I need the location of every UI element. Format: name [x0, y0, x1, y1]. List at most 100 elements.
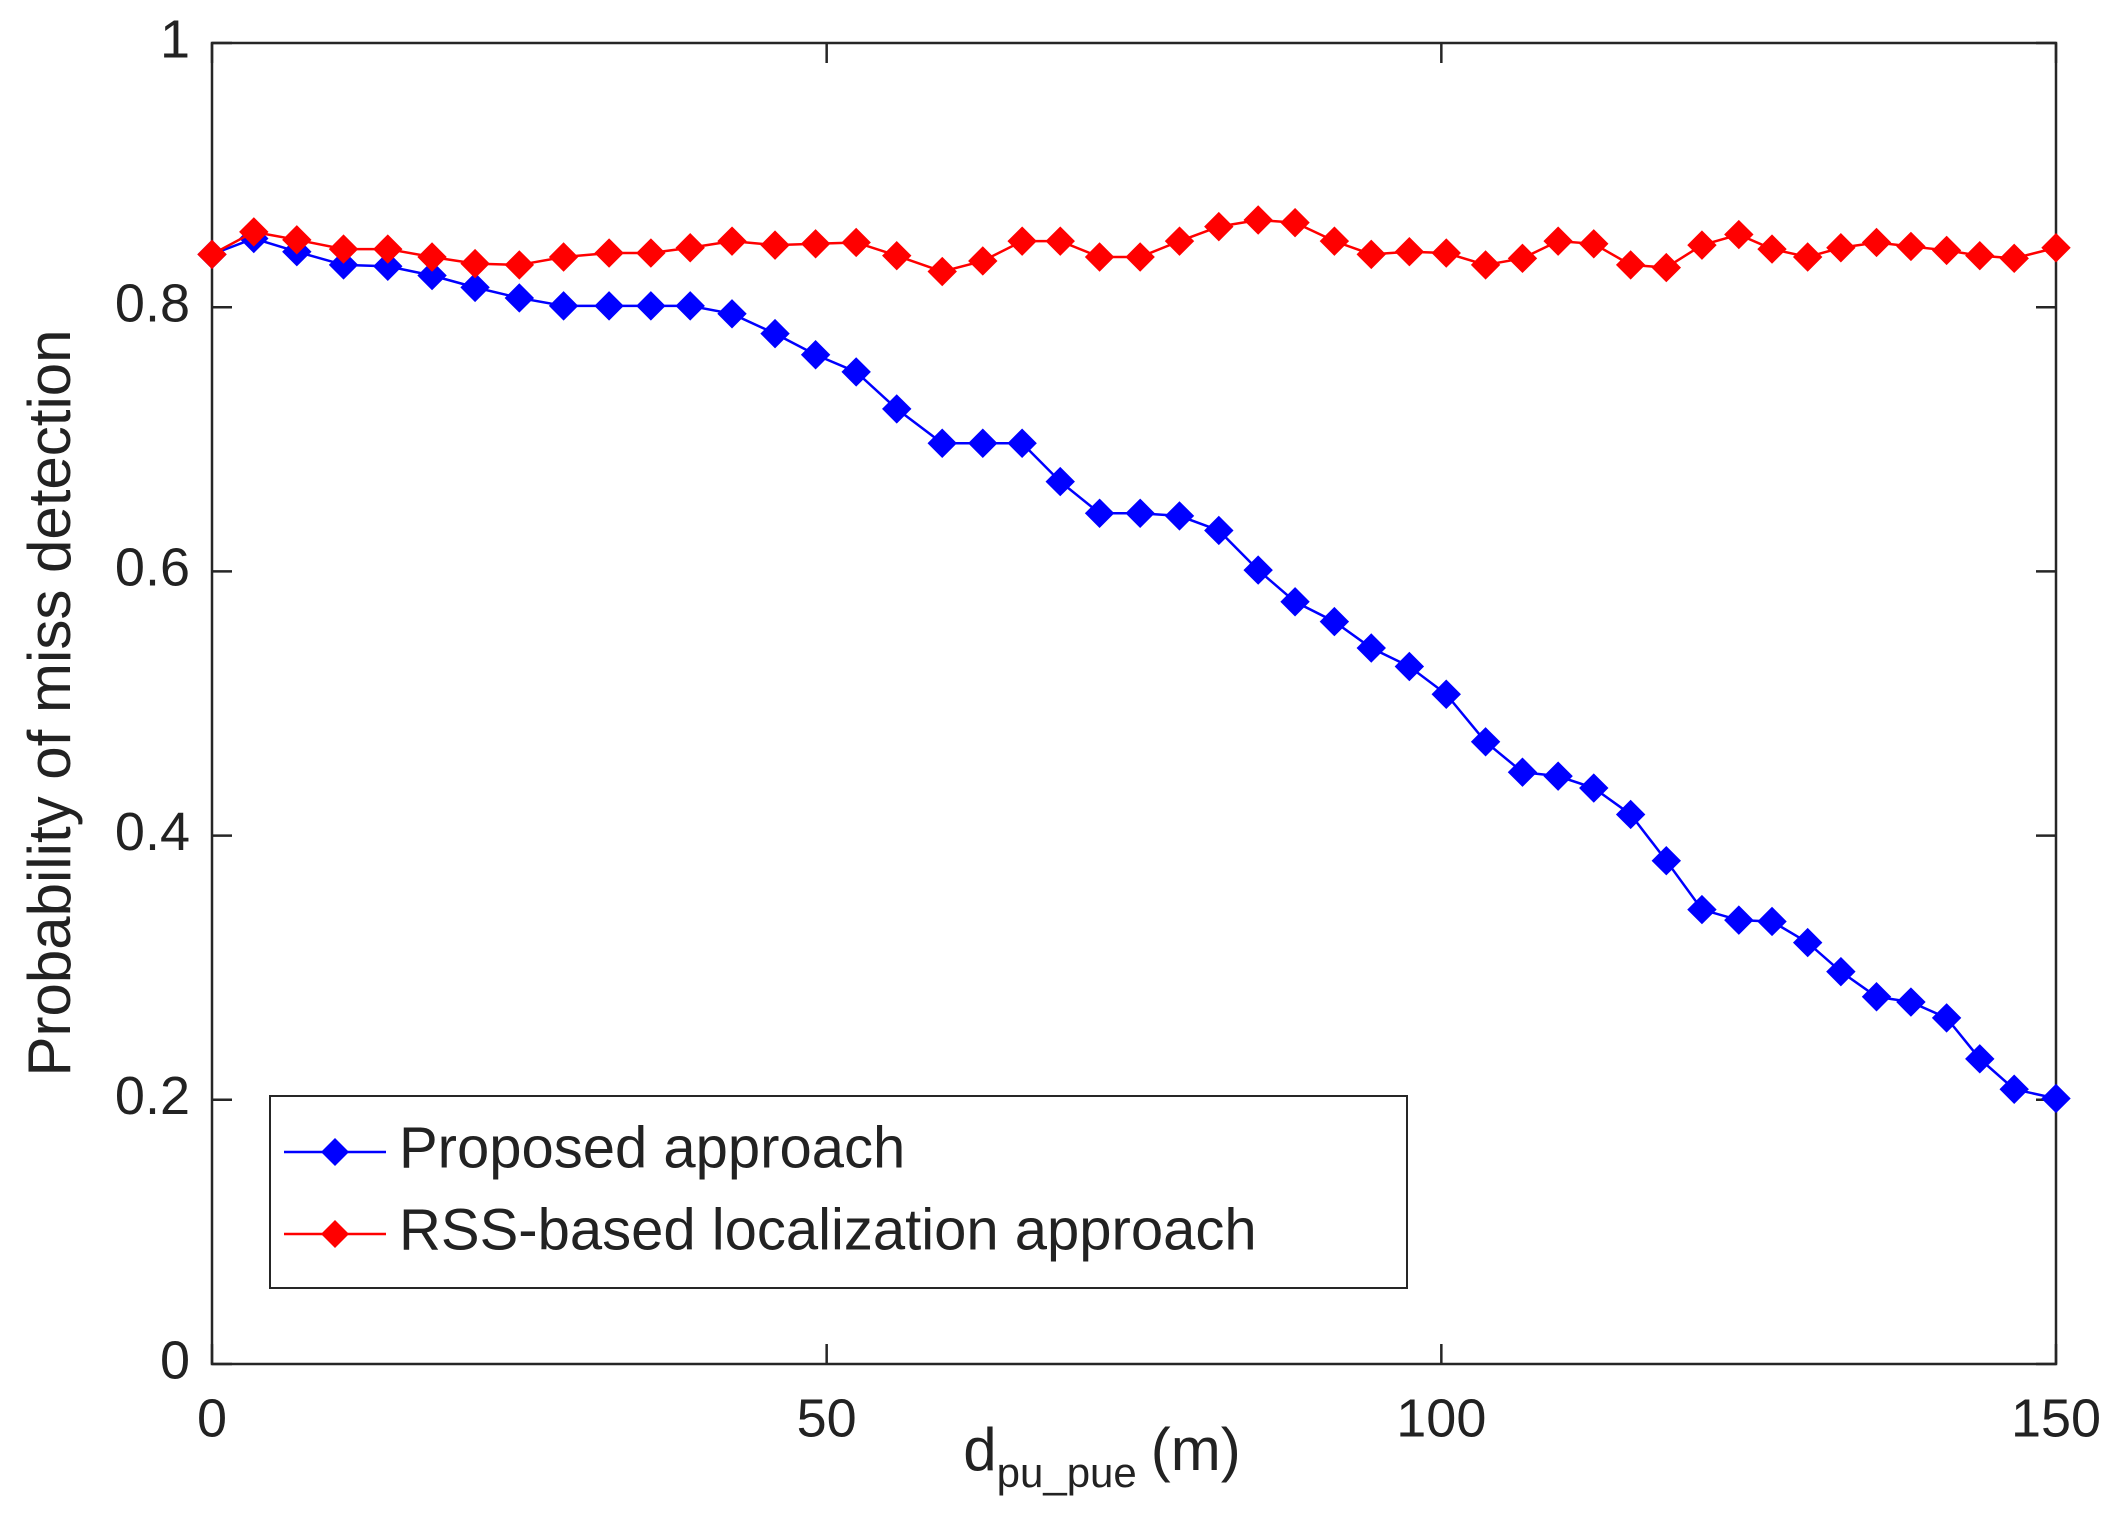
marker — [417, 242, 447, 272]
marker — [882, 394, 912, 424]
marker — [1579, 229, 1609, 259]
legend-marker — [321, 1220, 349, 1248]
marker — [1826, 956, 1856, 987]
marker — [239, 217, 269, 247]
marker — [1687, 230, 1717, 260]
marker — [1084, 242, 1115, 272]
legend-label: Proposed approach — [399, 1115, 905, 1180]
marker — [504, 283, 535, 313]
legend-marker — [321, 1138, 349, 1166]
marker — [1724, 905, 1754, 935]
marker — [1861, 982, 1892, 1012]
marker — [1319, 226, 1350, 256]
marker — [594, 238, 624, 268]
marker — [760, 318, 790, 349]
y-tick-label: 0.2 — [115, 1066, 190, 1126]
y-tick-label: 0.6 — [115, 538, 190, 598]
marker — [882, 240, 912, 271]
marker — [1394, 651, 1425, 682]
marker — [1999, 243, 2029, 274]
marker — [417, 260, 447, 291]
marker — [1543, 226, 1573, 256]
marker — [1045, 466, 1075, 497]
marker — [1651, 845, 1682, 876]
marker — [1861, 227, 1892, 258]
marker — [197, 239, 227, 270]
marker — [282, 225, 312, 255]
marker — [1470, 250, 1501, 280]
marker — [1792, 927, 1823, 958]
marker — [1931, 1003, 1962, 1033]
marker — [1724, 219, 1754, 250]
marker — [1931, 235, 1962, 266]
marker — [1243, 555, 1273, 585]
marker — [1507, 757, 1538, 787]
marker — [1394, 237, 1425, 267]
marker — [548, 291, 579, 321]
marker — [328, 234, 359, 264]
y-tick-label: 0.8 — [115, 273, 190, 333]
marker — [927, 256, 957, 287]
marker — [1319, 606, 1350, 637]
x-tick-label: 0 — [197, 1388, 227, 1448]
x-tick-label: 100 — [1396, 1388, 1486, 1448]
marker — [1164, 226, 1195, 256]
marker — [1999, 1074, 2029, 1104]
legend-box — [269, 1095, 1408, 1289]
marker — [1757, 234, 1787, 264]
marker — [1431, 679, 1461, 709]
marker — [1243, 205, 1273, 235]
marker — [760, 230, 790, 260]
y-axis-label: Probability of miss detection — [16, 329, 83, 1076]
marker — [460, 272, 490, 303]
marker — [1687, 894, 1717, 925]
marker — [1792, 242, 1823, 272]
marker — [927, 428, 957, 458]
marker — [717, 299, 747, 329]
marker — [841, 357, 871, 387]
marker — [328, 250, 359, 280]
x-axis-label-subscript: pu_pue — [997, 1449, 1137, 1496]
marker — [968, 246, 998, 276]
marker — [1204, 515, 1234, 546]
marker — [1965, 240, 1995, 271]
marker — [1826, 233, 1856, 263]
x-axis-label-suffix: (m) — [1151, 1416, 1241, 1483]
marker — [1896, 987, 1926, 1017]
marker — [800, 340, 831, 370]
marker — [636, 291, 666, 321]
marker — [1651, 252, 1682, 283]
marker — [1007, 226, 1037, 256]
marker — [1356, 239, 1386, 270]
marker — [1579, 773, 1609, 803]
marker — [1280, 207, 1310, 238]
marker — [1507, 243, 1538, 274]
x-tick-label: 150 — [2011, 1388, 2101, 1448]
marker — [1757, 906, 1787, 937]
marker — [968, 428, 998, 458]
marker — [1615, 250, 1646, 280]
marker — [1896, 231, 1926, 262]
marker — [1280, 587, 1310, 617]
marker — [1965, 1044, 1995, 1074]
legend-label: RSS-based localization approach — [399, 1197, 1257, 1262]
marker — [460, 248, 490, 279]
marker — [2041, 233, 2071, 263]
marker — [1204, 211, 1234, 242]
marker — [1470, 727, 1501, 757]
marker — [548, 242, 579, 272]
marker — [1045, 226, 1075, 256]
marker — [800, 229, 831, 259]
x-axis-label: dpu_pue (m) — [963, 1416, 1240, 1496]
marker — [717, 226, 747, 256]
marker — [1431, 238, 1461, 268]
marker — [675, 291, 705, 321]
marker — [1084, 498, 1115, 528]
x-tick-label: 50 — [797, 1388, 857, 1448]
marker — [1356, 633, 1386, 663]
marker — [1125, 498, 1155, 528]
marker — [1007, 428, 1037, 458]
marker — [373, 234, 403, 264]
marker — [594, 291, 624, 321]
